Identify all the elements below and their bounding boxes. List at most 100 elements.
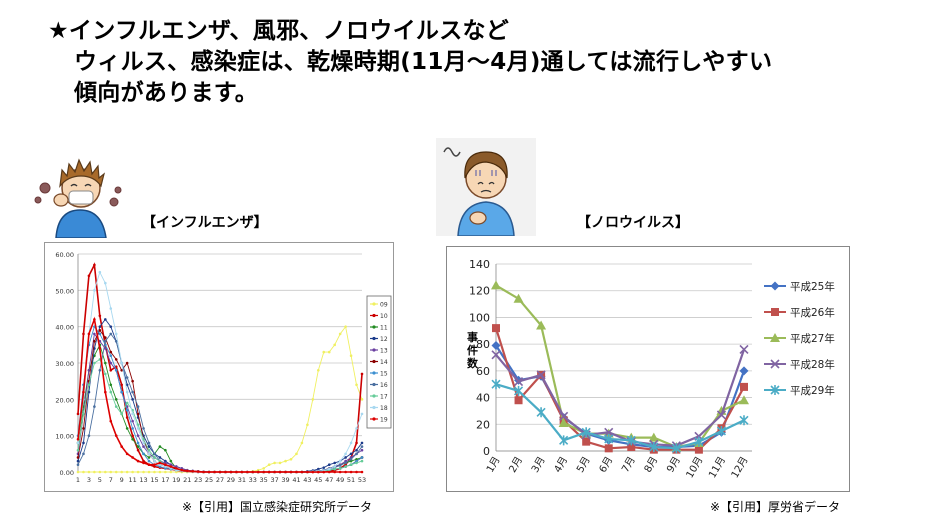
data-point xyxy=(87,368,91,372)
data-point xyxy=(87,332,91,336)
data-point xyxy=(136,448,140,452)
legend-marker xyxy=(372,313,376,318)
data-point xyxy=(109,470,113,474)
legend-marker xyxy=(770,333,780,342)
x-tick-label: 33 xyxy=(249,476,257,484)
data-point xyxy=(349,470,353,474)
data-point xyxy=(104,361,107,365)
data-point xyxy=(109,325,113,328)
data-point xyxy=(322,466,326,469)
data-point xyxy=(333,465,336,468)
data-point xyxy=(142,445,145,448)
x-tick-label: 1 xyxy=(76,476,80,484)
data-point xyxy=(360,456,364,459)
data-point xyxy=(93,361,96,365)
data-point xyxy=(131,434,134,437)
headline: ★インフルエンザ、風邪、ノロウイルスなど ウィルス、感染症は、乾燥時期(11月～… xyxy=(48,16,928,109)
data-point xyxy=(169,463,173,467)
data-point xyxy=(355,452,358,456)
data-point xyxy=(338,467,342,470)
y-tick-label: 30.00 xyxy=(55,360,74,368)
legend-label: 13 xyxy=(380,348,388,355)
data-point xyxy=(627,442,636,451)
data-point xyxy=(125,427,129,430)
data-point xyxy=(278,461,282,465)
x-tick-label: 37 xyxy=(270,476,278,484)
data-point xyxy=(224,470,227,474)
data-point xyxy=(169,470,173,474)
x-tick-label: 7 xyxy=(109,476,113,484)
x-tick-label: 19 xyxy=(172,476,180,484)
y-axis-label-char: 数 xyxy=(467,356,479,370)
data-point xyxy=(284,459,287,463)
x-tick-label: 43 xyxy=(303,476,311,484)
legend-marker xyxy=(372,382,376,387)
data-point xyxy=(82,390,85,394)
data-point xyxy=(164,470,167,474)
data-point xyxy=(131,412,134,416)
legend-marker xyxy=(372,325,376,329)
data-point xyxy=(694,436,704,447)
data-point xyxy=(344,465,347,468)
data-point xyxy=(109,350,113,354)
data-point xyxy=(191,469,194,473)
data-point xyxy=(164,448,167,452)
data-point xyxy=(98,325,102,328)
y-tick-label: 80 xyxy=(476,338,490,351)
x-tick-label: 9 xyxy=(120,476,124,484)
data-point xyxy=(158,465,162,468)
data-point xyxy=(76,412,80,416)
data-point xyxy=(338,332,342,336)
data-point xyxy=(739,395,749,405)
y-tick-label: 120 xyxy=(469,285,490,298)
data-point xyxy=(142,461,145,465)
data-point xyxy=(131,419,134,423)
data-point xyxy=(196,470,200,473)
data-point xyxy=(300,441,304,445)
data-point xyxy=(82,332,85,336)
data-point xyxy=(355,470,358,474)
data-point xyxy=(175,468,178,472)
data-point xyxy=(355,448,358,452)
data-point xyxy=(131,456,134,459)
data-point xyxy=(344,452,347,456)
data-point xyxy=(317,368,320,372)
data-point xyxy=(158,456,162,459)
data-point xyxy=(104,318,107,321)
data-point xyxy=(360,372,364,376)
data-point xyxy=(76,438,80,441)
data-point xyxy=(558,417,569,427)
data-point xyxy=(125,470,129,474)
data-point xyxy=(262,467,265,470)
y-tick-label: 60 xyxy=(476,365,490,378)
data-point xyxy=(98,368,102,372)
data-point xyxy=(125,376,129,379)
y-tick-label: 50.00 xyxy=(55,287,74,295)
data-point xyxy=(213,470,216,474)
data-point xyxy=(82,427,85,430)
data-point xyxy=(491,350,501,360)
data-point xyxy=(360,412,364,416)
x-tick-label: 51 xyxy=(347,476,355,484)
data-point xyxy=(344,461,347,465)
y-axis-label: 事件数 xyxy=(467,330,479,370)
data-point xyxy=(109,383,113,387)
data-point xyxy=(338,470,342,474)
data-point xyxy=(142,438,145,441)
data-point xyxy=(491,340,501,350)
legend-marker xyxy=(372,405,376,410)
data-point xyxy=(104,336,107,339)
legend-label: 16 xyxy=(380,382,388,389)
data-point xyxy=(109,307,113,310)
y-tick-label: 60.00 xyxy=(55,251,74,259)
data-point xyxy=(327,467,331,471)
x-tick-label: 15 xyxy=(150,476,158,484)
data-point xyxy=(349,457,353,461)
data-point xyxy=(349,452,353,456)
data-point xyxy=(136,445,140,448)
y-tick-label: 10.00 xyxy=(55,433,74,441)
data-point xyxy=(76,463,80,467)
data-point xyxy=(716,425,727,436)
data-point xyxy=(136,405,140,408)
data-point xyxy=(492,324,500,333)
